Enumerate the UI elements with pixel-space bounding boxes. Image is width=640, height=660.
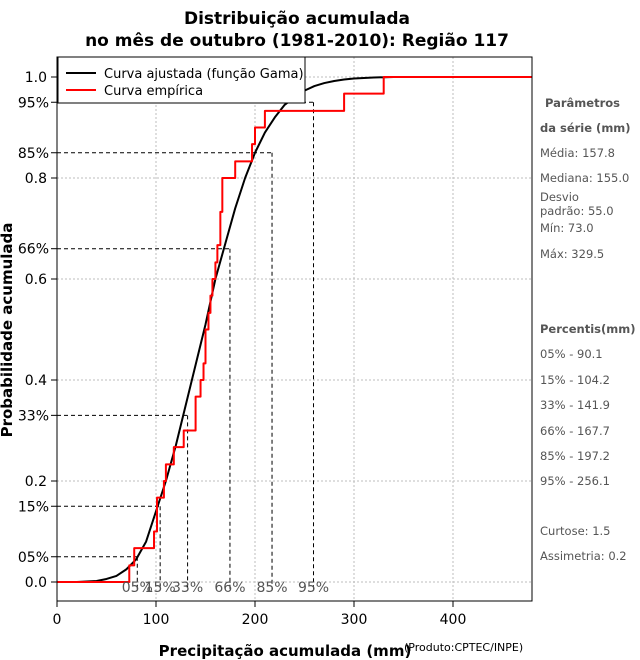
x-axis-ticks: 0 100 200 300 400 — [53, 601, 467, 628]
x-tick-label: 300 — [341, 612, 368, 628]
stat-p85: 85% - 197.2 — [540, 449, 610, 463]
percentile-x-label: 66% — [214, 580, 245, 596]
y-tick-label: 0.2 — [25, 474, 47, 490]
stats-sidebar: Parâmetros da série (mm) Média: 157.8 Me… — [540, 96, 635, 563]
stat-desvio-1: Desvio — [540, 190, 579, 204]
x-tick-label: 200 — [242, 612, 269, 628]
grid-lines — [56, 57, 532, 601]
x-tick-label: 100 — [143, 612, 170, 628]
percentile-y-label: 33% — [18, 408, 49, 424]
y-tick-label: 0.8 — [25, 171, 47, 187]
stat-p33: 33% - 141.9 — [540, 398, 610, 412]
legend-box — [57, 56, 306, 104]
y-tick-label: 0.0 — [25, 575, 47, 591]
percentile-y-labels: 05% 15% 33% 66% 85% 95% — [18, 95, 57, 566]
stat-p95: 95% - 256.1 — [540, 474, 610, 488]
percentile-x-label: 15% — [145, 580, 176, 596]
percentile-y-label: 95% — [18, 95, 49, 111]
chart-title-line2: no mês de outubro (1981-2010): Região 11… — [85, 31, 509, 51]
series-layer — [57, 76, 533, 583]
y-tick-label: 1.0 — [25, 70, 47, 86]
legend-label-fitted: Curva ajustada (função Gama) — [104, 67, 304, 82]
stat-assimetria: Assimetria: 0.2 — [540, 549, 627, 563]
params-heading-1: Parâmetros — [545, 96, 620, 110]
percentile-x-label: 95% — [298, 580, 329, 596]
stat-p66: 66% - 167.7 — [540, 424, 610, 438]
x-axis-title: Precipitação acumulada (mm) — [159, 642, 412, 660]
percentile-y-label: 05% — [18, 550, 49, 566]
x-tick-label: 0 — [53, 612, 62, 628]
credit-label: (Produto:CPTEC/INPE) — [404, 641, 523, 654]
legend: Curva ajustada (função Gama) Curva empír… — [57, 56, 306, 104]
chart-title-line1: Distribuição acumulada — [184, 9, 410, 29]
percentile-y-label: 66% — [18, 242, 49, 258]
stat-min: Mín: 73.0 — [540, 221, 594, 235]
fitted-gamma-curve — [57, 76, 453, 583]
percentile-x-label: 33% — [172, 580, 203, 596]
x-tick-label: 400 — [440, 612, 467, 628]
legend-label-empirical: Curva empírica — [104, 84, 203, 99]
percentile-x-label: 05% — [122, 580, 153, 596]
params-heading-2: da série (mm) — [540, 121, 631, 135]
stat-max: Máx: 329.5 — [540, 247, 604, 261]
percentis-heading: Percentis(mm) — [540, 322, 635, 336]
stat-media: Média: 157.8 — [540, 146, 615, 160]
y-axis-ticks: 0.0 0.2 0.4 0.6 0.8 1.0 — [25, 70, 57, 591]
plot-frame — [56, 56, 533, 602]
empirical-curve — [57, 76, 533, 583]
y-tick-label: 0.6 — [25, 272, 47, 288]
percentile-y-label: 15% — [18, 499, 49, 515]
stat-p15: 15% - 104.2 — [540, 373, 610, 387]
y-tick-label: 0.4 — [25, 373, 47, 389]
percentile-x-label: 85% — [256, 580, 287, 596]
y-axis-title: Probabilidade acumulada — [0, 223, 16, 438]
percentile-y-label: 85% — [18, 146, 49, 162]
stat-desvio-2: padrão: 55.0 — [540, 204, 614, 218]
stat-p05: 05% - 90.1 — [540, 347, 603, 361]
stat-curtose: Curtose: 1.5 — [540, 524, 610, 538]
percentile-guide-lines — [57, 101, 315, 590]
stat-mediana: Mediana: 155.0 — [540, 171, 629, 185]
percentile-x-labels: 05%15%33% 66% 85% 95% — [122, 580, 329, 596]
